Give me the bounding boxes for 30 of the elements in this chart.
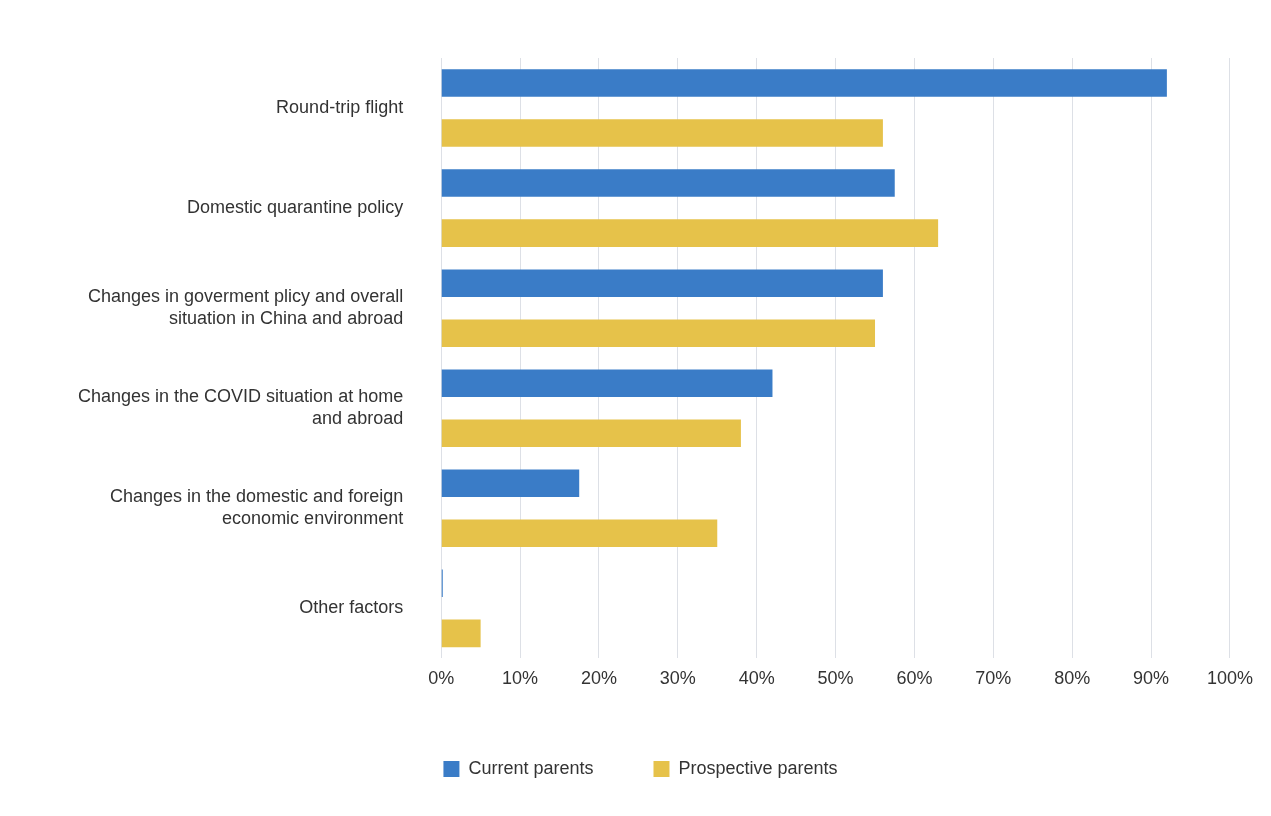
x-tick-label: 30% xyxy=(659,668,696,689)
legend-label: Prospective parents xyxy=(678,757,838,778)
x-tick-label: 50% xyxy=(817,668,854,689)
bar xyxy=(441,369,773,397)
x-tick-label: 40% xyxy=(738,668,775,689)
x-tick-label: 0% xyxy=(428,668,455,689)
y-tick-label: Changes in goverment plicy and overall situation in China and abroad xyxy=(87,286,404,328)
bar xyxy=(441,69,1167,97)
bar xyxy=(441,169,895,197)
bar xyxy=(441,519,718,548)
x-tick-label: 20% xyxy=(580,668,617,689)
bar xyxy=(441,269,883,297)
y-tick-label: Round-trip flight xyxy=(276,97,404,117)
bar xyxy=(441,469,580,498)
bar xyxy=(441,219,939,247)
x-tick-label: 60% xyxy=(896,668,933,689)
y-tick-label: Domestic quarantine policy xyxy=(187,197,404,218)
y-tick-label: Changes in the COVID situation at home and abroad xyxy=(77,386,404,428)
bar xyxy=(441,419,741,448)
x-tick-label: 70% xyxy=(975,668,1012,689)
x-tick-label: 100% xyxy=(1206,668,1253,689)
bar xyxy=(441,319,876,347)
y-tick-label: Other factors xyxy=(299,597,404,618)
x-tick-label: 80% xyxy=(1054,668,1091,689)
x-tick-label: 90% xyxy=(1133,668,1170,689)
bar xyxy=(441,119,883,147)
bar xyxy=(441,619,481,648)
y-tick-label: Changes in the domestic and foreign economic environment xyxy=(109,486,404,529)
x-tick-label: 10% xyxy=(502,668,539,689)
legend-label: Current parents xyxy=(468,757,594,778)
